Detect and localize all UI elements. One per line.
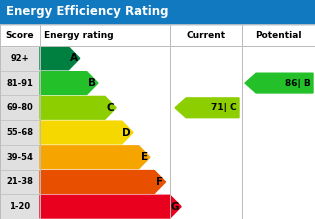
Bar bbox=[0, 170, 40, 194]
Text: Potential: Potential bbox=[255, 30, 302, 39]
Text: 21-38: 21-38 bbox=[7, 177, 33, 186]
Text: C: C bbox=[106, 103, 114, 113]
Text: Current: Current bbox=[186, 30, 226, 39]
Text: 86| B: 86| B bbox=[285, 79, 311, 88]
Text: B: B bbox=[88, 78, 96, 88]
Text: 71| C: 71| C bbox=[211, 103, 237, 112]
Bar bbox=[0, 24, 315, 46]
Text: E: E bbox=[141, 152, 148, 162]
Polygon shape bbox=[175, 98, 239, 118]
Polygon shape bbox=[40, 72, 98, 94]
Text: F: F bbox=[156, 177, 163, 187]
Bar bbox=[0, 194, 40, 219]
Polygon shape bbox=[40, 121, 133, 144]
Bar bbox=[0, 145, 40, 170]
Polygon shape bbox=[40, 195, 181, 218]
Text: G: G bbox=[171, 202, 179, 212]
Text: 55-68: 55-68 bbox=[7, 128, 33, 137]
Bar bbox=[0, 71, 40, 95]
Text: 92+: 92+ bbox=[11, 54, 29, 63]
Text: 1-20: 1-20 bbox=[9, 202, 31, 211]
Bar bbox=[0, 95, 40, 120]
Text: A: A bbox=[70, 53, 78, 63]
Text: 39-54: 39-54 bbox=[7, 153, 33, 162]
Polygon shape bbox=[40, 171, 165, 193]
Polygon shape bbox=[40, 96, 116, 119]
Polygon shape bbox=[40, 47, 80, 70]
Bar bbox=[0, 0, 315, 24]
Text: Energy rating: Energy rating bbox=[44, 30, 114, 39]
Polygon shape bbox=[245, 73, 313, 93]
Bar bbox=[0, 120, 40, 145]
Text: D: D bbox=[123, 127, 131, 138]
Text: 81-91: 81-91 bbox=[7, 79, 33, 88]
Text: 69-80: 69-80 bbox=[7, 103, 33, 112]
Text: Score: Score bbox=[6, 30, 34, 39]
Bar bbox=[0, 46, 40, 71]
Polygon shape bbox=[40, 146, 150, 169]
Text: Energy Efficiency Rating: Energy Efficiency Rating bbox=[6, 5, 169, 18]
